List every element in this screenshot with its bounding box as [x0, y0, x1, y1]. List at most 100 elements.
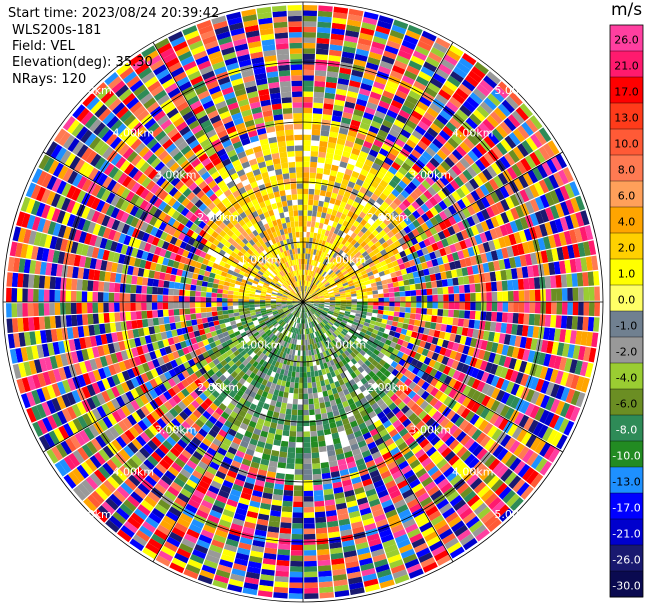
gate [424, 86, 438, 98]
gate [339, 201, 347, 209]
gate [361, 311, 368, 316]
gate [496, 312, 503, 323]
gate [307, 275, 310, 282]
gate [427, 82, 441, 94]
gate [206, 311, 213, 318]
gate [356, 295, 363, 299]
gate [405, 296, 411, 302]
gate [514, 335, 522, 348]
gate [438, 89, 452, 101]
gate [185, 320, 193, 327]
gate [305, 339, 308, 346]
gate [369, 278, 376, 284]
gate [408, 245, 417, 254]
gate [360, 168, 369, 177]
gate [361, 181, 371, 190]
gate [524, 154, 537, 169]
gate [396, 338, 404, 346]
gate [319, 586, 334, 594]
gate [331, 209, 338, 217]
gate [387, 346, 395, 353]
gate [345, 324, 352, 329]
gate [303, 350, 306, 356]
gate [305, 253, 308, 260]
gate [343, 262, 350, 268]
gate [324, 259, 330, 266]
gate [422, 268, 430, 276]
gate [370, 244, 378, 251]
gate [336, 282, 343, 287]
gate [309, 237, 313, 244]
gate [428, 142, 440, 153]
gate [386, 40, 401, 50]
gate [371, 86, 384, 95]
gate [407, 24, 423, 36]
gate [273, 586, 289, 594]
gate [318, 5, 333, 12]
gate [534, 211, 545, 225]
gate [6, 318, 13, 334]
gate [351, 296, 357, 300]
gate [297, 350, 301, 356]
gate [462, 207, 472, 218]
gate [294, 463, 303, 470]
gate [309, 414, 316, 421]
gate [285, 473, 294, 480]
gate [310, 371, 315, 378]
gate [292, 523, 303, 529]
gate [336, 138, 346, 146]
gate [485, 206, 496, 218]
gate [364, 237, 371, 244]
gate [367, 56, 381, 66]
gate [371, 144, 381, 153]
gate [461, 363, 470, 374]
gate [308, 303, 314, 306]
gate [329, 300, 336, 302]
gate [587, 316, 595, 332]
gate [440, 145, 452, 157]
gate [175, 321, 182, 329]
gate [322, 289, 328, 294]
gate [325, 284, 331, 289]
gate [370, 265, 377, 271]
gate [517, 143, 529, 157]
gate [452, 66, 468, 79]
gate [286, 376, 292, 383]
gate [329, 307, 335, 311]
gate [392, 65, 406, 75]
gate [304, 291, 308, 298]
gate [370, 213, 379, 222]
gate [356, 191, 365, 199]
gate [291, 528, 303, 535]
gate [482, 350, 491, 362]
gate [566, 273, 573, 288]
gate [303, 32, 317, 38]
gate [303, 102, 313, 108]
gate [168, 316, 175, 324]
gate [335, 211, 343, 218]
gate [550, 156, 563, 172]
gate [278, 390, 284, 398]
gate [330, 281, 336, 286]
gate [469, 178, 480, 190]
gate [390, 70, 404, 80]
gate [303, 415, 310, 421]
gate [511, 110, 525, 125]
gate [364, 158, 374, 167]
gate [303, 442, 311, 448]
gate [368, 149, 379, 158]
gate [382, 90, 395, 100]
gate [304, 258, 308, 265]
gate [411, 251, 419, 259]
gate [346, 249, 353, 256]
gate [435, 37, 451, 49]
gate [433, 361, 442, 371]
gate [469, 255, 478, 266]
gate [308, 248, 312, 254]
gate [497, 291, 503, 302]
gate [511, 268, 518, 280]
gate [436, 114, 449, 126]
gate [548, 354, 557, 369]
gate [349, 285, 356, 290]
gate [433, 265, 441, 274]
